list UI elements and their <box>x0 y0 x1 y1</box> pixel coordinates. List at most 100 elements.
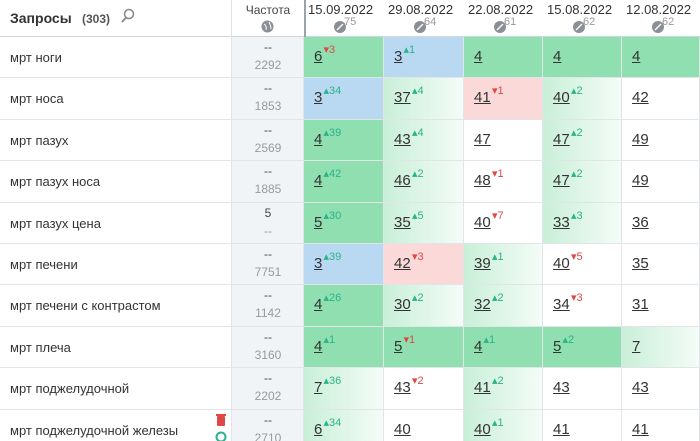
position-cell: 3 ▴39 <box>304 244 384 286</box>
position-value[interactable]: 35 <box>394 213 411 231</box>
position-value[interactable]: 40 <box>474 420 491 438</box>
position-change: ▾5 <box>571 251 583 263</box>
position-change: ▴2 <box>492 292 504 305</box>
position-change: ▾3 <box>571 292 583 305</box>
query-text[interactable]: мрт ноги <box>10 50 62 65</box>
position-value[interactable]: 6 <box>314 420 323 438</box>
position-cell: 4 <box>464 37 543 79</box>
date-label[interactable]: 29.08.2022 <box>388 2 454 17</box>
position-value[interactable]: 43 <box>632 379 649 397</box>
position-change: ▴2 <box>562 333 575 346</box>
freq-cell <box>232 161 304 203</box>
position-value[interactable]: 43 <box>553 379 570 397</box>
position-cell: 6 ▾3 <box>304 37 384 79</box>
position-value[interactable]: 31 <box>632 296 649 314</box>
position-cell: 47 ▴2 <box>543 161 622 203</box>
position-value[interactable]: 41 <box>474 89 491 107</box>
position-change: ▾1 <box>492 85 504 98</box>
freq-value: -- <box>264 371 272 386</box>
position-value[interactable]: 30 <box>394 296 411 314</box>
query-text[interactable]: мрт пазух цена <box>10 215 101 231</box>
position-value[interactable]: 5 <box>394 337 403 355</box>
score: 64 <box>424 16 437 28</box>
query-text[interactable]: мрт печени с контрастом <box>10 298 161 314</box>
query-text[interactable]: мрт поджелудочной железы <box>10 422 179 438</box>
position-value[interactable]: 43 <box>394 130 411 148</box>
delete-icon[interactable] <box>215 413 227 426</box>
position-value[interactable]: 47 <box>553 130 570 148</box>
date-label[interactable]: 22.08.2022 <box>468 2 534 17</box>
position-value[interactable]: 40 <box>474 213 491 231</box>
position-value[interactable]: 49 <box>632 172 649 190</box>
position-value[interactable]: 47 <box>553 172 570 190</box>
query-text[interactable]: мрт пазух <box>10 132 69 148</box>
position-cell: 4 <box>622 37 700 79</box>
search-icon[interactable] <box>120 8 136 24</box>
position-value[interactable]: 46 <box>394 172 411 190</box>
date-label[interactable]: 15.09.2022 <box>308 2 374 17</box>
position-change: ▾3 <box>412 251 424 263</box>
query-cell <box>0 119 232 162</box>
position-value[interactable]: 5 <box>314 213 323 231</box>
position-value[interactable]: 41 <box>553 420 570 438</box>
query-text[interactable]: мрт носа <box>10 91 64 107</box>
position-value[interactable]: 6 <box>314 48 323 65</box>
position-value[interactable]: 39 <box>474 255 491 272</box>
position-value[interactable]: 40 <box>553 255 570 272</box>
position-value[interactable]: 4 <box>314 337 323 355</box>
position-value[interactable]: 7 <box>314 379 323 397</box>
position-value[interactable]: 4 <box>474 48 483 65</box>
position-value[interactable]: 40 <box>553 89 570 107</box>
globe-icon <box>261 20 274 33</box>
query-cell <box>0 37 232 79</box>
query-text[interactable]: мрт плеча <box>10 339 71 355</box>
position-value[interactable]: 4 <box>314 130 323 148</box>
position-change: ▴39 <box>323 126 342 139</box>
freq-value: -- <box>264 412 272 427</box>
position-value[interactable]: 4 <box>632 48 641 65</box>
query-text[interactable]: мрт печени <box>10 257 78 272</box>
position-value[interactable]: 42 <box>632 89 649 107</box>
position-value[interactable]: 3 <box>314 255 323 272</box>
query-text[interactable]: мрт поджелудочной <box>10 381 130 397</box>
position-value[interactable]: 4 <box>553 48 562 65</box>
date-label[interactable]: 15.08.2022 <box>547 2 613 17</box>
date-label[interactable]: 12.08.2022 <box>626 2 692 17</box>
position-value[interactable]: 3 <box>394 48 403 65</box>
position-value[interactable]: 5 <box>553 337 562 355</box>
position-value[interactable]: 33 <box>553 213 570 231</box>
percent-icon <box>573 20 585 33</box>
queries-count: (303) <box>82 12 111 26</box>
query-text[interactable]: мрт пазух носа <box>10 174 101 190</box>
freq-value: -- <box>264 288 272 303</box>
position-value[interactable]: 32 <box>474 296 491 314</box>
position-change: ▴2 <box>412 292 424 305</box>
position-value[interactable]: 40 <box>394 420 411 438</box>
position-value[interactable]: 42 <box>394 255 411 272</box>
position-value[interactable]: 4 <box>474 337 483 355</box>
position-value[interactable]: 48 <box>474 172 491 190</box>
position-value[interactable]: 4 <box>314 172 323 190</box>
position-value[interactable]: 37 <box>394 89 411 107</box>
position-value[interactable]: 3 <box>314 89 323 107</box>
refresh-icon[interactable] <box>215 430 227 441</box>
position-value[interactable]: 41 <box>632 420 649 438</box>
position-cell: 7 ▴36 <box>304 368 384 410</box>
position-cell: 46 ▴2 <box>384 161 464 203</box>
freq-total: -- <box>264 223 272 238</box>
position-value[interactable]: 34 <box>553 296 570 314</box>
position-value[interactable]: 7 <box>632 337 641 355</box>
position-value[interactable]: 47 <box>474 130 491 148</box>
query-cell <box>0 409 232 441</box>
freq-value: 5 <box>264 205 272 220</box>
queries-label: Запросы <box>10 10 72 26</box>
position-value[interactable]: 43 <box>394 379 411 397</box>
position-value[interactable]: 41 <box>474 379 491 397</box>
position-value[interactable]: 36 <box>632 213 649 231</box>
position-value[interactable]: 49 <box>632 130 649 148</box>
position-cell: 41 ▴2 <box>464 368 543 410</box>
position-value[interactable]: 4 <box>314 296 323 314</box>
position-cell: 4 <box>543 37 622 79</box>
freq-cell <box>232 119 304 162</box>
position-value[interactable]: 35 <box>632 255 649 272</box>
